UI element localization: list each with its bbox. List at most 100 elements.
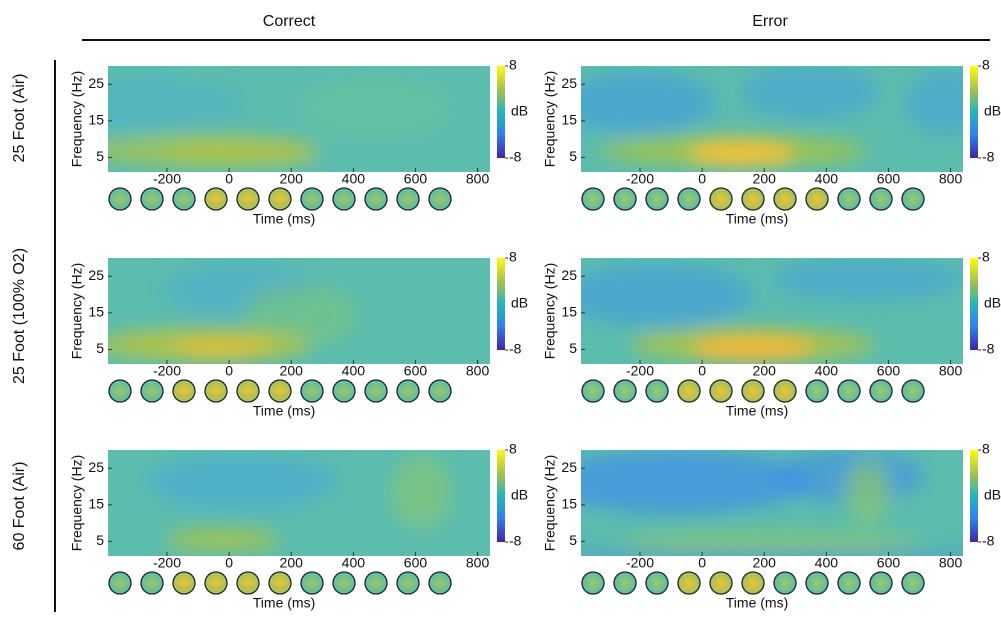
colorbar-tick-label: 8: [982, 57, 990, 73]
column-header: Correct: [263, 13, 316, 30]
x-axis-label: Time (ms): [726, 595, 788, 611]
colorbar-tick-label: 8: [509, 249, 517, 265]
colorbar-label: dB: [984, 295, 1001, 311]
x-tick-label: 200: [753, 171, 777, 187]
x-axis-label: Time (ms): [253, 403, 315, 419]
colorbar-label: dB: [984, 487, 1001, 503]
x-tick-label: 400: [815, 555, 839, 571]
heatmap-blob: [562, 263, 753, 327]
heatmap-blob: [299, 77, 452, 141]
topoplot: [742, 572, 764, 594]
colorbar: [497, 450, 505, 542]
x-tick-label: 0: [698, 171, 706, 187]
y-tick-label: 25: [561, 267, 577, 283]
topoplot: [141, 380, 163, 402]
topoplot: [269, 380, 291, 402]
topoplot: [237, 188, 259, 210]
y-tick-label: 5: [96, 340, 104, 356]
topoplot: [710, 188, 732, 210]
topoplot: [205, 572, 227, 594]
topoplot: [237, 572, 259, 594]
heatmap-blob: [741, 66, 879, 119]
x-tick-label: 600: [877, 555, 901, 571]
topoplot: [678, 380, 700, 402]
topoplot: [614, 188, 636, 210]
topoplot: [205, 188, 227, 210]
y-tick-label: 25: [561, 75, 577, 91]
colorbar-tick-label: -8: [509, 533, 522, 549]
topoplot: [269, 188, 291, 210]
x-tick-label: -200: [153, 363, 181, 379]
topoplot: [429, 572, 451, 594]
topoplot: [870, 380, 892, 402]
topoplot: [397, 380, 419, 402]
topoplot: [109, 188, 131, 210]
x-tick-label: 800: [939, 555, 963, 571]
y-tick-label: 5: [569, 340, 577, 356]
heatmap-blob: [692, 335, 814, 360]
topoplot: [614, 380, 636, 402]
topoplot: [870, 188, 892, 210]
x-tick-label: 600: [877, 363, 901, 379]
colorbar-tick-label: -8: [509, 149, 522, 165]
x-axis-label: Time (ms): [726, 211, 788, 227]
colorbar-tick-label: -8: [982, 533, 995, 549]
y-tick-label: 15: [88, 496, 104, 512]
colorbar: [970, 450, 978, 542]
topoplot: [902, 188, 924, 210]
colorbar-label: dB: [511, 103, 528, 119]
topoplot: [838, 188, 860, 210]
y-tick-label: 15: [561, 112, 577, 128]
x-tick-label: 200: [280, 363, 304, 379]
colorbar-tick-label: 8: [509, 57, 517, 73]
colorbar-tick-label: 8: [982, 441, 990, 457]
colorbar-label: dB: [511, 487, 528, 503]
y-axis-label: Frequency (Hz): [69, 71, 85, 167]
topoplot: [678, 188, 700, 210]
topoplot: [710, 380, 732, 402]
y-tick-label: 5: [96, 532, 104, 548]
row-header: 60 Foot (Air): [11, 462, 28, 551]
heatmap-blob: [89, 135, 318, 167]
heatmap-blob: [13, 77, 242, 130]
heatmap-blob: [845, 461, 891, 525]
colorbar-tick-label: 8: [982, 249, 990, 265]
topoplot: [582, 572, 604, 594]
y-tick-label: 15: [88, 304, 104, 320]
x-axis-label: Time (ms): [253, 211, 315, 227]
x-tick-label: 200: [753, 555, 777, 571]
colorbar: [970, 258, 978, 350]
x-tick-label: 0: [225, 555, 233, 571]
topoplot: [838, 572, 860, 594]
topoplot: [646, 188, 668, 210]
topoplot: [646, 572, 668, 594]
topoplot: [333, 380, 355, 402]
y-tick-label: 15: [88, 112, 104, 128]
topoplot: [365, 572, 387, 594]
colorbar-tick-label: -8: [982, 341, 995, 357]
y-axis-label: Frequency (Hz): [542, 263, 558, 359]
colorbar-tick-label: -8: [509, 341, 522, 357]
topoplot: [173, 380, 195, 402]
heatmap-blob: [619, 533, 925, 554]
topoplot: [742, 188, 764, 210]
y-tick-label: 25: [561, 459, 577, 475]
topoplot: [109, 572, 131, 594]
y-tick-label: 25: [88, 459, 104, 475]
topoplot: [365, 188, 387, 210]
y-tick-label: 15: [561, 496, 577, 512]
colorbar-tick-label: 8: [509, 441, 517, 457]
heatmap-blob: [543, 450, 810, 514]
topoplot: [806, 572, 828, 594]
x-tick-label: -200: [626, 363, 654, 379]
y-tick-label: 5: [569, 148, 577, 164]
x-tick-label: 800: [466, 171, 490, 187]
topoplot: [141, 188, 163, 210]
topoplot: [429, 188, 451, 210]
heatmap: [108, 450, 490, 556]
topoplot: [806, 188, 828, 210]
x-tick-label: 400: [815, 363, 839, 379]
topoplot: [429, 380, 451, 402]
x-tick-label: 200: [753, 363, 777, 379]
x-axis-label: Time (ms): [253, 595, 315, 611]
